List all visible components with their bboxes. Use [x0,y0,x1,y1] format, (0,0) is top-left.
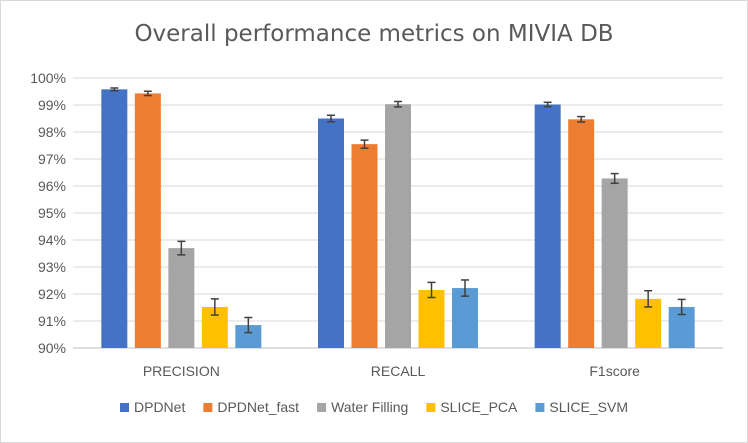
x-axis-categories: PRECISION RECALL F1score [143,363,640,379]
legend-swatch [203,403,213,412]
legend: DPDNet DPDNet_fast Water Filling SLICE_PCA S… [120,399,628,415]
bars [101,87,695,349]
bar-dpdnet-fast-f1score [568,119,595,348]
bar-dpdnet-fast-precision [134,93,161,348]
legend-label: Water Filling [331,399,408,415]
legend-label: SLICE_SVM [549,399,628,415]
legend-label: SLICE_PCA [440,399,518,415]
bar-dpdnet-fast-recall [351,144,378,348]
y-tick-label: 94% [38,232,66,248]
x-category-label: F1score [589,363,640,379]
y-tick-label: 96% [38,178,66,194]
chart-title: Overall performance metrics on MIVIA DB [134,21,613,47]
y-tick-label: 95% [38,205,66,221]
legend-swatch [120,403,130,412]
bar-dpdnet-recall [318,118,344,348]
bar-slice-pca-recall [418,289,445,348]
bar-dpdnet-f1score [534,104,561,349]
bar-dpdnet-precision [101,89,128,348]
y-tick-label: 100% [30,70,66,86]
x-category-label: PRECISION [143,363,220,379]
y-axis-ticks: 90% 91% 92% 93% 94% 95% 96% 97% 98% 99% 100% [30,70,66,356]
y-tick-label: 97% [38,151,66,167]
legend-label: DPDNet_fast [217,399,299,415]
legend-label: DPDNet [134,399,185,415]
y-tick-label: 98% [38,124,66,140]
legend-swatch [317,403,327,412]
x-category-label: RECALL [371,363,426,379]
legend-swatch [426,403,436,412]
y-tick-label: 93% [38,259,66,275]
bar-water-filling-precision [168,248,195,348]
bar-water-filling-recall [385,104,411,348]
bar-water-filling-f1score [601,178,628,348]
y-tick-label: 91% [38,313,66,329]
y-tick-label: 99% [38,97,66,113]
bar-slice-svm-precision [235,325,262,348]
y-tick-label: 92% [38,286,66,302]
y-tick-label: 90% [38,340,66,356]
legend-swatch [535,403,545,412]
bar-slice-svm-recall [452,288,478,348]
